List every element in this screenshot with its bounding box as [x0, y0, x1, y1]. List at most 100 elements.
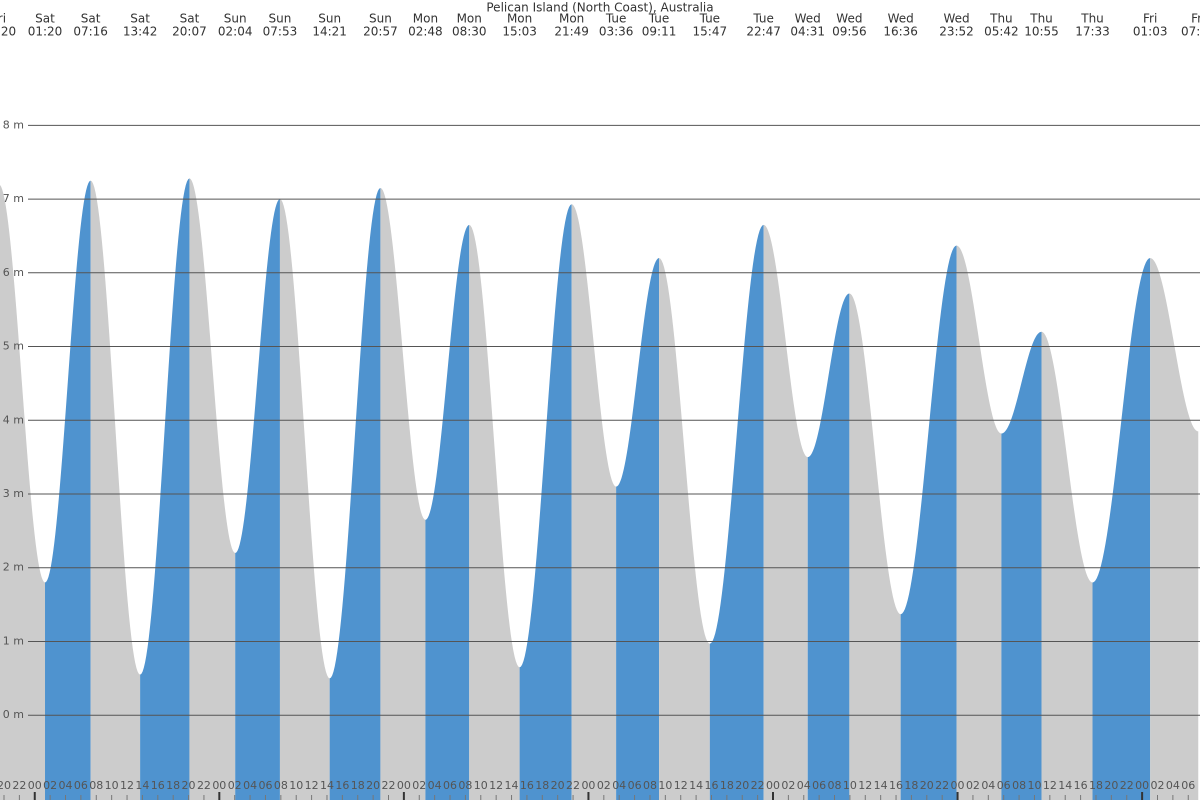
hour-tick-label: 04 [612, 779, 626, 792]
falling-tide-area [279, 199, 330, 800]
hour-tick-label: 22 [382, 779, 396, 792]
falling-tide-area [1041, 331, 1093, 800]
tide-time-label: 07:53 [263, 25, 298, 39]
tide-time-label: 22:47 [746, 25, 781, 39]
tide-day-label: Sat [130, 12, 150, 26]
tide-time-label: 13:42 [123, 25, 158, 39]
y-tick-label: 6 m [3, 266, 24, 279]
hour-tick-label: 20 [366, 779, 380, 792]
rising-tide-area [519, 204, 572, 800]
hour-tick-label: 18 [166, 779, 180, 792]
hour-tick-label: 06 [1181, 779, 1195, 792]
tide-day-label: Tue [605, 12, 627, 26]
y-tick-label: 8 m [3, 118, 24, 131]
hour-tick-label: 16 [151, 779, 165, 792]
falling-tide-area [469, 224, 520, 800]
tide-time-label: 02:48 [408, 25, 443, 39]
hour-tick-label: 08 [274, 779, 288, 792]
tide-time-label: 15:03 [502, 25, 537, 39]
hour-tick-label: 16 [520, 779, 534, 792]
tide-day-label: Wed [836, 12, 862, 26]
hour-tick-label: 22 [935, 779, 949, 792]
hour-tick-label: 10 [843, 779, 857, 792]
falling-tide-area [571, 204, 617, 800]
tide-day-label: Wed [943, 12, 969, 26]
hour-tick-label: 14 [135, 779, 149, 792]
tide-time-label: 01:03 [1133, 25, 1168, 39]
hour-tick-label: 14 [874, 779, 888, 792]
y-tick-label: 5 m [3, 340, 24, 353]
tide-time-label: 20:57 [363, 25, 398, 39]
tide-day-label: Sun [369, 12, 392, 26]
hour-tick-label: 00 [397, 779, 411, 792]
tide-time-label: 09:11 [642, 25, 677, 39]
tide-time-label: 19:20 [0, 25, 16, 39]
tide-time-label: 09:56 [832, 25, 867, 39]
rising-tide-area [45, 180, 91, 800]
hour-tick-label: 22 [1120, 779, 1134, 792]
hour-tick-label: 20 [735, 779, 749, 792]
falling-tide-area [659, 258, 710, 800]
hour-tick-label: 18 [535, 779, 549, 792]
hour-tick-label: 14 [320, 779, 334, 792]
tide-time-label: 08:30 [452, 25, 487, 39]
hour-tick-label: 12 [674, 779, 688, 792]
hour-tick-label: 08 [828, 779, 842, 792]
falling-tide-area [189, 178, 236, 800]
tide-time-label: 21:49 [554, 25, 589, 39]
hour-tick-label: 00 [581, 779, 595, 792]
hour-tick-label: 04 [428, 779, 442, 792]
rising-tide-area [900, 245, 957, 800]
tide-day-label: Fri [0, 12, 6, 26]
tide-day-label: Mon [457, 12, 482, 26]
tide-time-label: 17:33 [1075, 25, 1110, 39]
tide-day-label: Mon [413, 12, 438, 26]
hour-tick-label: 20 [1104, 779, 1118, 792]
hour-tick-label: 06 [812, 779, 826, 792]
tide-day-label: Sat [180, 12, 200, 26]
y-tick-label: 1 m [3, 634, 24, 647]
hour-tick-label: 00 [951, 779, 965, 792]
hour-tick-label: 06 [628, 779, 642, 792]
hour-tick-label: 10 [1027, 779, 1041, 792]
hour-tick-label: 00 [1135, 779, 1149, 792]
hour-tick-label: 16 [1074, 779, 1088, 792]
tide-day-label: Mon [559, 12, 584, 26]
tide-day-label: Tue [752, 12, 774, 26]
hour-tick-label: 12 [858, 779, 872, 792]
y-tick-label: 0 m [3, 708, 24, 721]
hour-tick-label: 22 [197, 779, 211, 792]
rising-tide-area [709, 224, 764, 800]
hour-tick-label: 10 [289, 779, 303, 792]
tide-time-label: 04:31 [790, 25, 825, 39]
falling-tide-area [0, 184, 46, 800]
hour-tick-label: 22 [12, 779, 26, 792]
tide-day-label: Sun [224, 12, 247, 26]
rising-tide-area [807, 293, 850, 800]
tide-time-label: 14:21 [312, 25, 347, 39]
tide-day-label: Sat [81, 12, 101, 26]
hour-tick-label: 18 [720, 779, 734, 792]
tide-time-label: 10:55 [1024, 25, 1059, 39]
hour-tick-label: 08 [1012, 779, 1026, 792]
hour-tick-label: 12 [120, 779, 134, 792]
tide-day-label: Sat [35, 12, 55, 26]
hour-tick-label: 08 [458, 779, 472, 792]
hour-tick-label: 12 [489, 779, 503, 792]
hour-tick-label: 14 [1058, 779, 1072, 792]
hour-tick-label: 22 [751, 779, 765, 792]
hour-tick-label: 06 [443, 779, 457, 792]
hour-tick-label: 20 [920, 779, 934, 792]
falling-tide-area [90, 180, 141, 800]
rising-tide-area [1092, 258, 1151, 800]
hour-tick-label: 04 [981, 779, 995, 792]
y-tick-label: 2 m [3, 561, 24, 574]
hour-tick-label: 12 [1043, 779, 1057, 792]
tide-time-label: 15:47 [693, 25, 728, 39]
hour-tick-label: 22 [566, 779, 580, 792]
hour-tick-label: 00 [212, 779, 226, 792]
hour-tick-label: 02 [966, 779, 980, 792]
tide-day-label: Sun [269, 12, 292, 26]
